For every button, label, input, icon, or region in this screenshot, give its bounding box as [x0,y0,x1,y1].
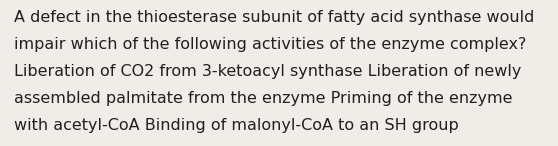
Text: A defect in the thioesterase subunit of fatty acid synthase would: A defect in the thioesterase subunit of … [14,10,535,25]
Text: assembled palmitate from the enzyme Priming of the enzyme: assembled palmitate from the enzyme Prim… [14,91,512,106]
Text: with acetyl-CoA Binding of malonyl-CoA to an SH group: with acetyl-CoA Binding of malonyl-CoA t… [14,118,459,133]
Text: impair which of the following activities of the enzyme complex?: impair which of the following activities… [14,37,526,52]
Text: Liberation of CO2 from 3-ketoacyl synthase Liberation of newly: Liberation of CO2 from 3-ketoacyl syntha… [14,64,521,79]
